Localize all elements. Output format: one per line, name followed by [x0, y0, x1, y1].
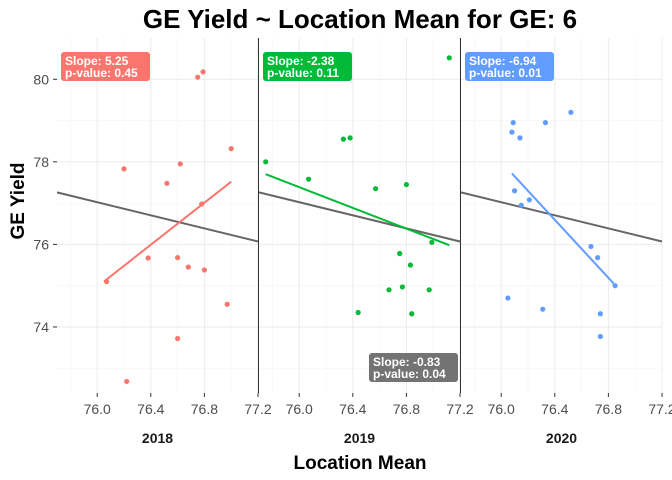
x-tick-label: 77.2: [244, 401, 271, 417]
data-point-2020: [597, 333, 603, 340]
data-point-2019: [305, 176, 312, 182]
data-point-2019: [347, 135, 353, 141]
data-point-2019: [355, 309, 361, 316]
x-tick-label: 76.0: [286, 401, 313, 417]
data-point-2020: [509, 129, 515, 135]
data-point-2019: [386, 287, 392, 293]
x-tick-label: 77.2: [648, 401, 672, 417]
data-point-2020: [542, 120, 549, 126]
annotation-2018-slope: Slope: 5.25: [65, 54, 129, 68]
data-point-2018: [175, 335, 181, 342]
panel-label-2018: 2018: [142, 430, 173, 446]
data-point-2019: [397, 250, 403, 257]
data-point-2019: [372, 186, 379, 192]
y-tick-label: 76: [33, 236, 49, 252]
fit-line-2020: [511, 172, 615, 285]
annotation-2019-pvalue: p-value: 0.11: [267, 66, 339, 80]
data-point-2018: [224, 301, 230, 307]
data-point-2018: [103, 278, 110, 285]
x-tick-label: 76.8: [595, 401, 622, 417]
y-tick-label: 78: [33, 154, 49, 170]
data-point-2020: [505, 295, 511, 301]
y-tick-label: 74: [33, 319, 49, 335]
data-point-2019: [446, 55, 452, 61]
data-point-2018: [185, 264, 191, 270]
data-point-2018: [175, 255, 181, 261]
overall-fit-line: [460, 191, 663, 243]
data-point-2020: [518, 202, 524, 208]
data-point-2018: [199, 201, 205, 207]
data-point-2019: [426, 287, 432, 293]
data-point-2018: [124, 378, 130, 385]
annotation-2019-box: [263, 52, 352, 81]
data-point-2020: [595, 255, 601, 261]
annotation-2020-pvalue: p-value: 0.01: [469, 66, 542, 80]
x-tick-label: 76.8: [393, 401, 420, 417]
annotation-2018-pvalue: p-value: 0.45: [65, 66, 138, 80]
data-point-2020: [510, 120, 516, 126]
data-point-2018: [164, 180, 170, 186]
overall-fit-line: [56, 191, 259, 243]
y-tick-label: 80: [33, 71, 49, 87]
x-tick-label: 76.4: [541, 401, 568, 417]
data-point-2020: [511, 188, 518, 194]
data-point-2019: [409, 311, 415, 317]
x-tick-label: 76.8: [191, 401, 218, 417]
x-tick-label: 76.4: [339, 401, 366, 417]
annotation-overall-slope: Slope: -0.83: [373, 355, 441, 369]
data-point-2019: [407, 262, 414, 268]
data-point-2019: [429, 239, 435, 245]
fit-line-2019: [265, 173, 450, 247]
x-axis-title: Location Mean: [293, 453, 426, 474]
data-point-2018: [201, 267, 207, 273]
data-point-2020: [517, 135, 523, 141]
data-point-2018: [200, 69, 206, 75]
data-point-2019: [340, 136, 347, 142]
x-tick-label: 76.0: [488, 401, 515, 417]
annotation-2018-box: [61, 52, 150, 81]
annotation-2019-slope: Slope: -2.38: [267, 54, 335, 68]
panel-label-2020: 2020: [546, 430, 577, 446]
data-point-2018: [121, 166, 127, 172]
y-axis-title: GE Yield: [8, 162, 29, 239]
panel-label-2019: 2019: [344, 430, 375, 446]
data-point-2019: [263, 159, 269, 165]
x-tick-label: 77.2: [446, 401, 473, 417]
data-point-2018: [195, 74, 201, 80]
fit-line-2018: [103, 180, 232, 283]
data-point-2020: [540, 306, 546, 312]
data-point-2020: [612, 283, 618, 289]
data-point-2020: [568, 109, 574, 115]
data-point-2020: [526, 197, 532, 203]
data-point-2018: [228, 146, 234, 152]
overall-fit-line: [258, 191, 461, 243]
annotation-overall-box: [369, 353, 458, 382]
data-point-2018: [145, 255, 151, 261]
data-point-2020: [588, 243, 594, 250]
x-tick-label: 76.4: [137, 401, 164, 417]
annotation-overall-pvalue: p-value: 0.04: [373, 367, 446, 381]
x-tick-label: 76.0: [84, 401, 111, 417]
chart-title: GE Yield ~ Location Mean for GE: 6: [143, 4, 577, 34]
annotation-2020-box: [465, 52, 554, 81]
data-point-2019: [403, 181, 409, 188]
data-point-2019: [399, 284, 405, 290]
annotation-2020-slope: Slope: -6.94: [469, 54, 537, 68]
data-point-2020: [597, 311, 603, 317]
data-point-2018: [177, 161, 183, 167]
